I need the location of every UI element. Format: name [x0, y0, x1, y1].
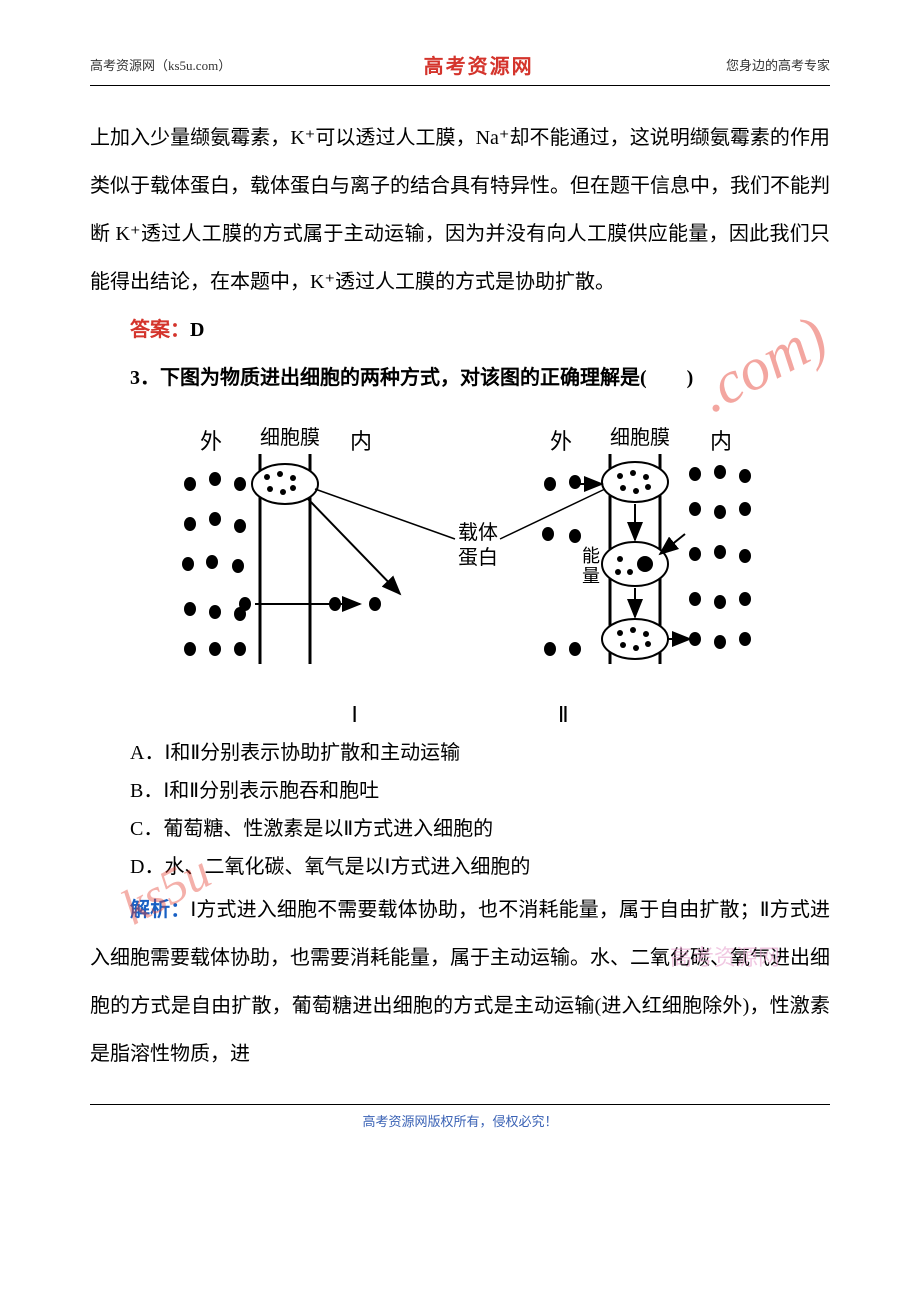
svg-text:载体: 载体 [458, 521, 498, 544]
page-header: 高考资源网（ks5u.com） 高考资源网 您身边的高考专家 [90, 50, 830, 86]
svg-text:内: 内 [350, 429, 372, 454]
svg-text:内: 内 [710, 429, 732, 454]
answer-line: 答案：D [90, 306, 830, 354]
passage-1: 上加入少量缬氨霉素，K⁺可以透过人工膜，Na⁺却不能通过，这说明缬氨霉素的作用类… [90, 114, 830, 306]
page-footer: 高考资源网版权所有，侵权必究！ [90, 1104, 830, 1130]
diagram-container: 外 细胞膜 内载体蛋白 外 细胞膜 内能量 [90, 414, 830, 694]
q3-number: 3． [130, 367, 160, 389]
svg-text:细胞膜: 细胞膜 [610, 426, 670, 449]
diagram-roman-row: Ⅰ Ⅱ [90, 702, 830, 728]
option-d: D．水、二氧化碳、氧气是以Ⅰ方式进入细胞的 [90, 848, 830, 886]
option-a: A．Ⅰ和Ⅱ分别表示协助扩散和主动运输 [90, 734, 830, 772]
header-right: 您身边的高考专家 [726, 55, 830, 74]
svg-text:外: 外 [200, 429, 222, 454]
document-page: .com) ks5u 高考资源网 高考资源网（ks5u.com） 高考资源网 您… [0, 0, 920, 1160]
q3-stem: 3．下图为物质进出细胞的两种方式，对该图的正确理解是( ) [90, 354, 830, 402]
svg-text:外: 外 [550, 429, 572, 454]
svg-text:能: 能 [582, 546, 600, 566]
answer-value: D [190, 319, 204, 341]
transport-diagram: 外 细胞膜 内载体蛋白 外 细胞膜 内能量 [140, 414, 780, 694]
analysis: 解析：Ⅰ方式进入细胞不需要载体协助，也不消耗能量，属于自由扩散；Ⅱ方式进入细胞需… [90, 886, 830, 1078]
option-c: C．葡萄糖、性激素是以Ⅱ方式进入细胞的 [90, 810, 830, 848]
roman-2: Ⅱ [558, 702, 569, 728]
svg-text:量: 量 [582, 566, 600, 586]
analysis-text: Ⅰ方式进入细胞不需要载体协助，也不消耗能量，属于自由扩散；Ⅱ方式进入细胞需要载体… [90, 899, 830, 1065]
svg-text:蛋白: 蛋白 [458, 546, 498, 569]
roman-1: Ⅰ [351, 702, 358, 728]
header-center: 高考资源网 [424, 50, 534, 79]
analysis-label: 解析： [130, 899, 190, 921]
answer-label: 答案： [130, 319, 190, 341]
q3-text: 下图为物质进出细胞的两种方式，对该图的正确理解是( ) [160, 367, 693, 389]
header-left: 高考资源网（ks5u.com） [90, 55, 231, 74]
option-b: B．Ⅰ和Ⅱ分别表示胞吞和胞吐 [90, 772, 830, 810]
svg-text:细胞膜: 细胞膜 [260, 426, 320, 449]
